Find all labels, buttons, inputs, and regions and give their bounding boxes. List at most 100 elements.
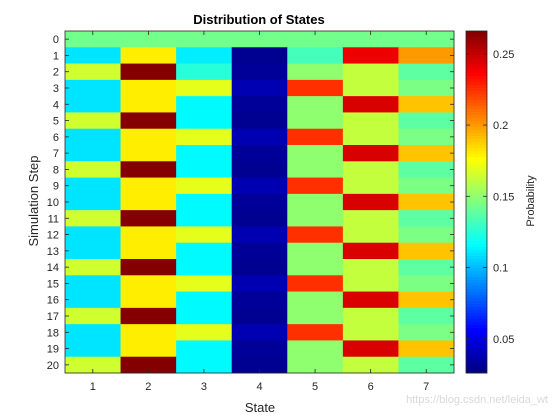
heatmap-cell (65, 356, 121, 374)
heatmap-cell (65, 307, 121, 325)
heatmap-cell (342, 291, 399, 309)
colorbar-segment (466, 34, 487, 38)
heatmap-cell (398, 193, 455, 211)
chart-title: Distribution of States (193, 12, 324, 27)
y-tick-label: 4 (53, 99, 59, 111)
heatmap-cell (287, 112, 344, 130)
heatmap-cell (176, 356, 233, 374)
y-tick-label: 20 (47, 360, 59, 372)
colorbar-segment (466, 166, 487, 170)
colorbar-segment (466, 295, 487, 299)
heatmap-cell (287, 275, 344, 292)
heatmap-cells (65, 31, 455, 374)
heatmap-cell (287, 210, 344, 227)
colorbar-segment (466, 97, 487, 101)
colorbar-tick-label: 0.05 (493, 334, 514, 346)
colorbar-segment (466, 367, 487, 371)
heatmap-cell (231, 47, 288, 64)
colorbar-segment (466, 190, 487, 194)
heatmap-cell (287, 356, 344, 374)
colorbar-segment (466, 133, 487, 137)
colorbar-segment (466, 268, 487, 272)
heatmap-cell (120, 307, 177, 325)
heatmap-cell (120, 340, 177, 358)
colorbar-segment (466, 280, 487, 284)
heatmap-cell (65, 275, 121, 292)
colorbar-segment (466, 364, 487, 368)
heatmap-cell (287, 31, 344, 48)
heatmap-cell (342, 275, 399, 292)
colorbar-segment (466, 310, 487, 314)
heatmap-cell (231, 340, 288, 358)
colorbar-label: Probability (525, 175, 537, 227)
heatmap-cell (287, 259, 344, 276)
y-tick-label: 14 (47, 262, 59, 274)
colorbar-segment (466, 199, 487, 203)
colorbar-segment (466, 289, 487, 293)
colorbar-segment (466, 70, 487, 74)
colorbar-segment (466, 223, 487, 227)
heatmap-cell (231, 307, 288, 325)
colorbar-segment (466, 307, 487, 311)
colorbar-segment (466, 226, 487, 230)
colorbar-segment (466, 229, 487, 233)
heatmap-cell (342, 340, 399, 358)
colorbar-segment (466, 211, 487, 215)
colorbar-segment (466, 61, 487, 65)
colorbar-segment (466, 151, 487, 155)
heatmap-cell (231, 242, 288, 260)
heatmap-cell (342, 79, 399, 97)
colorbar-segment (466, 253, 487, 257)
heatmap-cell (176, 340, 233, 358)
colorbar-segment (466, 145, 487, 149)
heatmap-cell (398, 79, 455, 97)
heatmap-cell (65, 63, 121, 81)
heatmap-cell (231, 324, 288, 341)
colorbar-segment (466, 67, 487, 71)
colorbar-segment (466, 238, 487, 242)
x-tick-label: 3 (201, 381, 207, 393)
colorbar-segment (466, 154, 487, 158)
heatmap-cell (342, 226, 399, 244)
colorbar-segment (466, 160, 487, 164)
colorbar-segment (466, 85, 487, 89)
heatmap-cell (342, 31, 399, 48)
heatmap-cell (398, 96, 455, 113)
heatmap-cell (398, 63, 455, 81)
colorbar-segment (466, 100, 487, 104)
colorbar-segment (466, 247, 487, 251)
heatmap-cell (120, 324, 177, 341)
y-tick-label: 16 (47, 295, 59, 307)
heatmap-cell (398, 340, 455, 358)
heatmap-cell (398, 210, 455, 227)
colorbar-segment (466, 349, 487, 353)
colorbar-segment (466, 184, 487, 188)
heatmap-cell (342, 356, 399, 374)
heatmap-cell (65, 193, 121, 211)
heatmap-cell (398, 291, 455, 309)
colorbar-segment (466, 115, 487, 119)
colorbar-segment (466, 136, 487, 140)
heatmap-cell (398, 324, 455, 341)
heatmap-cell (176, 112, 233, 130)
heatmap-cell (120, 193, 177, 211)
heatmap-cell (342, 47, 399, 64)
heatmap-cell (120, 210, 177, 227)
heatmap-cell (287, 47, 344, 64)
heatmap-cell (176, 31, 233, 48)
colorbar-segment (466, 241, 487, 245)
colorbar-segment (466, 328, 487, 332)
colorbar-segment (466, 298, 487, 302)
colorbar-segment (466, 82, 487, 86)
heatmap-cell (231, 161, 288, 178)
heatmap-cell (231, 193, 288, 211)
colorbar-segment (466, 361, 487, 365)
colorbar-segment (466, 31, 487, 35)
heatmap-cell (231, 128, 288, 146)
heatmap-cell (65, 324, 121, 341)
heatmap-cell (176, 47, 233, 64)
x-tick-label: 2 (145, 381, 151, 393)
heatmap-cell (287, 226, 344, 244)
y-tick-label: 5 (53, 116, 59, 128)
colorbar-segment (466, 343, 487, 347)
